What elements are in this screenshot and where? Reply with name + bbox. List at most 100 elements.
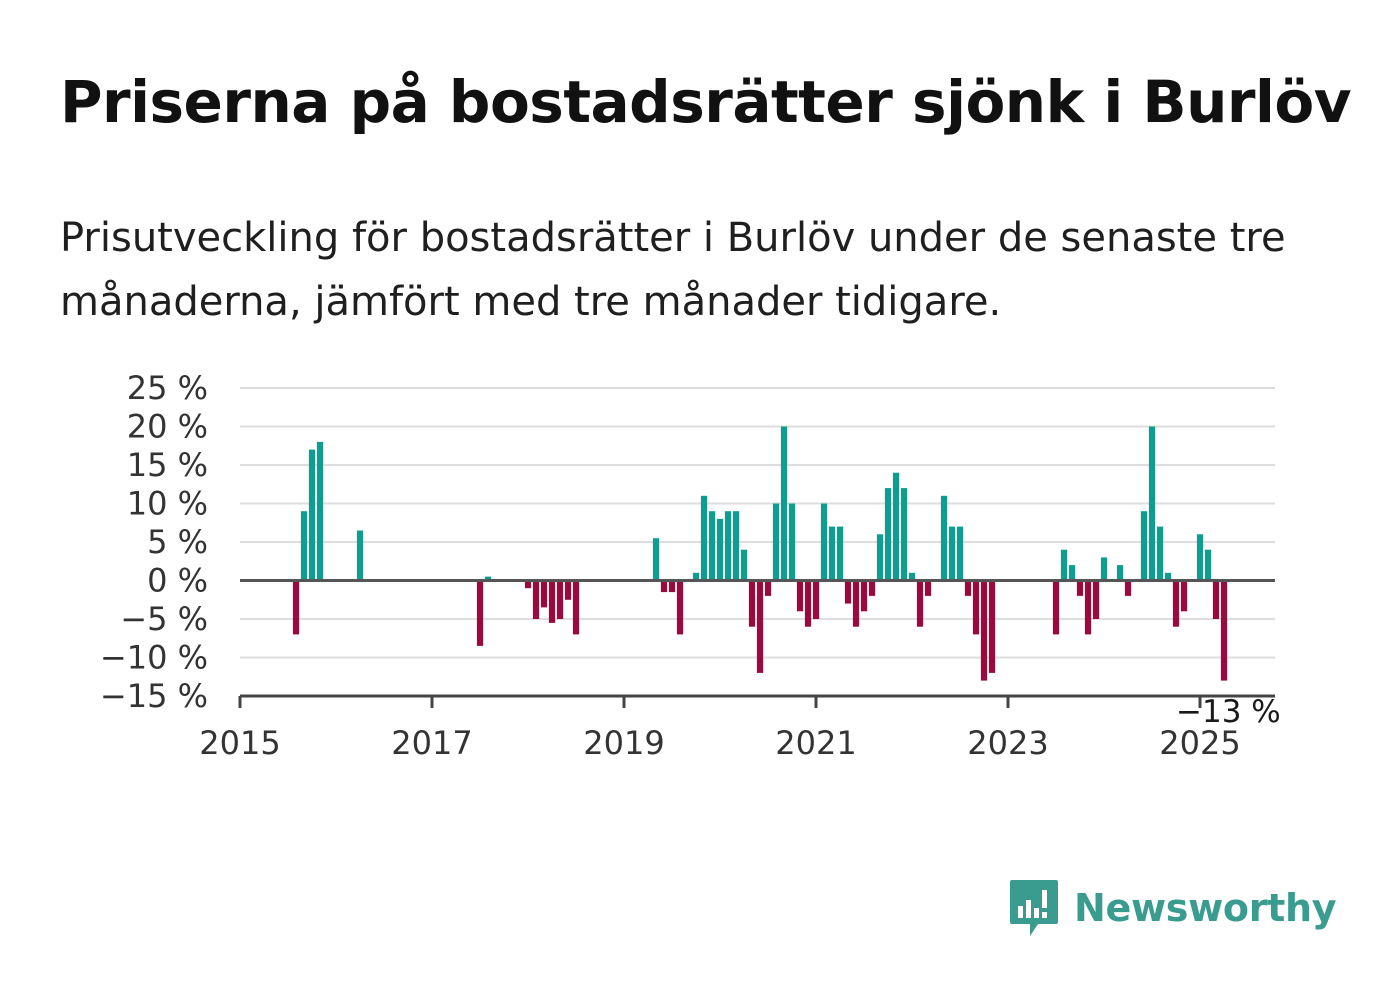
y-tick-label: 25 % [127, 369, 208, 407]
grid-lines [240, 387, 1275, 659]
y-tick-label: −5 % [120, 600, 208, 638]
bar [820, 503, 828, 581]
bar [1124, 580, 1132, 596]
bar [748, 580, 756, 627]
bar [556, 580, 564, 619]
bar [988, 580, 996, 673]
bar [980, 580, 988, 681]
newsworthy-logo-icon [1010, 880, 1058, 936]
bar [852, 580, 860, 627]
y-tick-label: 20 % [127, 408, 208, 446]
chart-subtitle: Prisutveckling för bostadsrätter i Burlö… [60, 215, 1286, 325]
bar [1204, 549, 1212, 581]
bar [572, 580, 580, 635]
bar [1164, 572, 1172, 581]
x-tick-label: 2021 [775, 724, 856, 762]
bar [300, 511, 308, 581]
bar [836, 526, 844, 581]
brand-name: Newsworthy [1074, 886, 1337, 930]
bar [796, 580, 804, 612]
bar [1060, 549, 1068, 581]
bar [548, 580, 556, 623]
bar [732, 511, 740, 581]
bar [844, 580, 852, 604]
bar [700, 495, 708, 581]
bar [692, 572, 700, 581]
bar [916, 580, 924, 627]
bar [940, 495, 948, 581]
bar [884, 488, 892, 581]
bar [676, 580, 684, 635]
bar [900, 488, 908, 581]
bar [724, 511, 732, 581]
y-tick-label: 0 % [147, 562, 208, 600]
bar [780, 426, 788, 581]
bar [964, 580, 972, 596]
newsworthy-logo[interactable]: Newsworthy [1008, 878, 1337, 938]
bar [476, 580, 484, 646]
bar [1052, 580, 1060, 635]
bar [756, 580, 764, 673]
bar [308, 449, 316, 581]
end-value-label: −13 % [1176, 694, 1281, 730]
bar [812, 580, 820, 619]
bar [956, 526, 964, 581]
bar [1068, 565, 1076, 581]
bar [1140, 511, 1148, 581]
bar [532, 580, 540, 619]
x-tick-label: 2025 [1159, 724, 1240, 762]
chart-title: Priserna på bostadsrätter sjönk i Burlöv [60, 68, 1352, 136]
axes [238, 579, 1275, 708]
bar [292, 580, 300, 635]
x-tick-label: 2019 [583, 724, 664, 762]
bar [868, 580, 876, 596]
bar [652, 538, 660, 581]
bar [924, 580, 932, 596]
bar [892, 472, 900, 581]
bar [772, 503, 780, 581]
y-tick-label: −10 % [100, 639, 208, 677]
bar [860, 580, 868, 612]
x-tick-label: 2015 [199, 724, 280, 762]
y-tick-label: −15 % [100, 677, 208, 715]
bar [1116, 565, 1124, 581]
bar [708, 511, 716, 581]
bar [972, 580, 980, 635]
bar [716, 518, 724, 581]
bar [788, 503, 796, 581]
bar [1220, 580, 1228, 681]
bar [668, 580, 676, 593]
bar [1100, 557, 1108, 581]
bar [1196, 534, 1204, 581]
bar [660, 580, 668, 593]
bar [1212, 580, 1220, 619]
bar [740, 549, 748, 581]
y-tick-label: 10 % [127, 485, 208, 523]
bar [1084, 580, 1092, 635]
bar [764, 580, 772, 596]
bar [540, 580, 548, 608]
bar [876, 534, 884, 581]
bar [1156, 526, 1164, 581]
bar [356, 530, 364, 581]
bar [524, 580, 532, 589]
bar [564, 580, 572, 600]
bar [1180, 580, 1188, 612]
bar [1092, 580, 1100, 619]
bar [908, 572, 916, 581]
bar-chart: −15 %−10 %−5 %0 %5 %10 %15 %20 %25 % 2015… [100, 369, 1281, 762]
bar [1172, 580, 1180, 627]
bar [1148, 426, 1156, 581]
bar [948, 526, 956, 581]
bars [292, 426, 1228, 681]
tick-labels: −15 %−10 %−5 %0 %5 %10 %15 %20 %25 % 2015… [100, 369, 1281, 762]
y-tick-label: 5 % [147, 523, 208, 561]
bar [804, 580, 812, 627]
x-tick-label: 2017 [391, 724, 472, 762]
bar [484, 576, 492, 581]
x-tick-label: 2023 [967, 724, 1048, 762]
bar [828, 526, 836, 581]
bar [1076, 580, 1084, 596]
bar [316, 441, 324, 581]
y-tick-label: 15 % [127, 446, 208, 484]
